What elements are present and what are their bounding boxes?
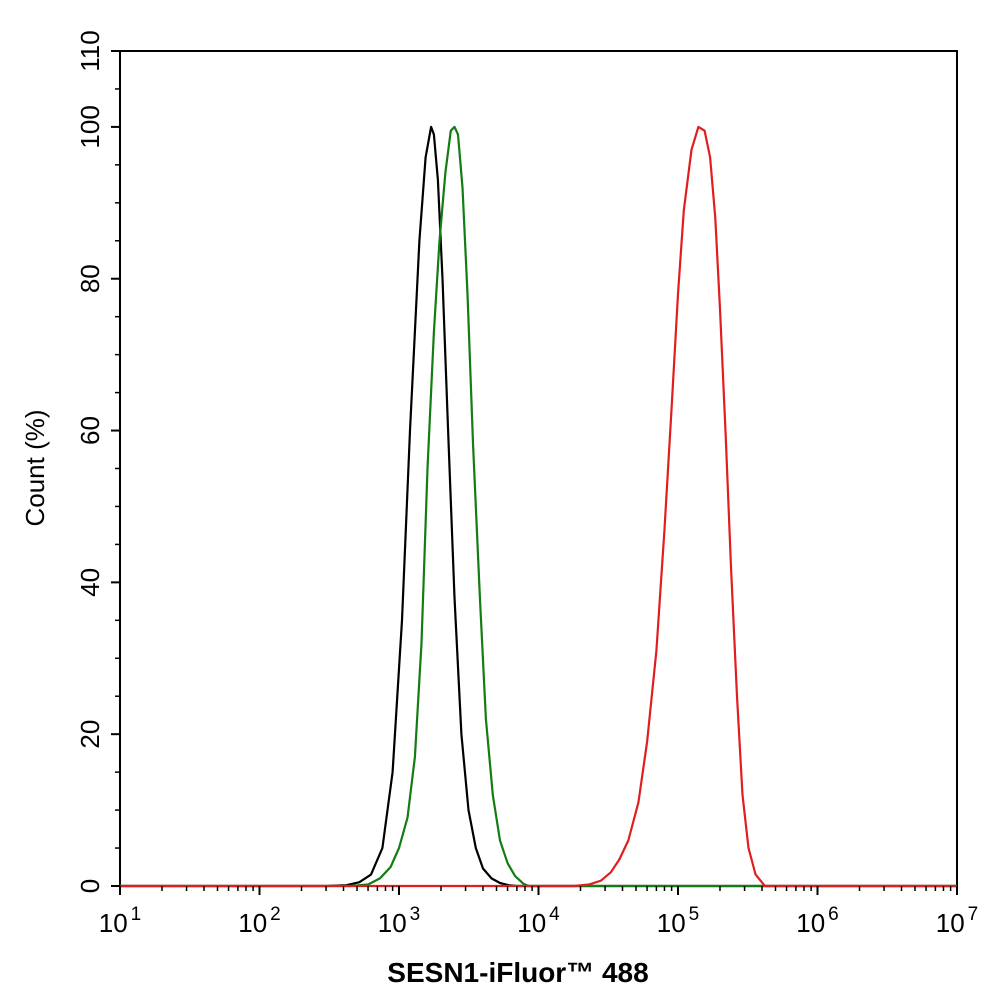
x-tick-label: 10 1	[99, 904, 142, 938]
y-axis: 0 20 40 60 80 100 110	[75, 30, 120, 893]
x-tick-label: 10 6	[796, 904, 839, 938]
y-tick-label: 60	[75, 416, 105, 445]
y-tick-label: 0	[75, 879, 105, 893]
x-tick-label: 10 7	[936, 904, 979, 938]
y-tick-label: 100	[75, 105, 105, 148]
plot-frame	[119, 50, 958, 887]
series-line-1	[120, 125, 957, 888]
x-tick-label: 10 5	[657, 904, 700, 938]
x-tick-label: 10 4	[517, 904, 560, 938]
y-tick-label: 20	[75, 720, 105, 749]
y-axis-title: Count (%)	[20, 409, 50, 526]
y-tick-label: 40	[75, 568, 105, 597]
y-tick-label: 110	[75, 30, 105, 71]
y-tick-label: 80	[75, 264, 105, 293]
x-tick-label: 10 3	[378, 904, 421, 938]
series-line-3	[120, 125, 957, 888]
x-tick-label: 10 2	[238, 904, 281, 938]
series-line-2	[120, 125, 957, 888]
plot-border	[119, 50, 958, 887]
series-lines	[120, 125, 957, 888]
x-axis-title: SESN1-iFluor™ 488	[387, 957, 648, 988]
x-axis: 10 1 10 2 10 3 10 4 10 5 10 6 10 7	[99, 886, 979, 938]
